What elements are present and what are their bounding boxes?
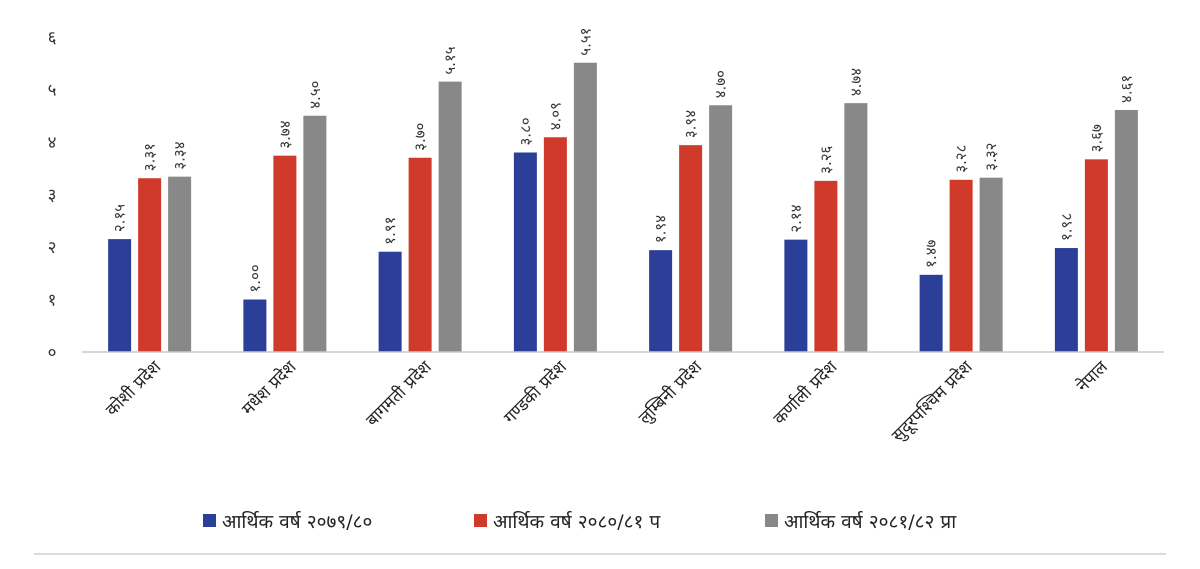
data-label: ३.३१: [141, 143, 159, 171]
data-label: २.१४: [787, 204, 805, 232]
legend: आर्थिक वर्ष २०७९/८० आर्थिक वर्ष २०८०/८१ प…: [203, 510, 957, 533]
legend-swatch: [203, 514, 216, 527]
data-label: ३.३४: [171, 141, 189, 169]
data-label: ४.७०: [712, 70, 730, 98]
bar: [273, 155, 297, 352]
bar: [168, 176, 192, 352]
data-label: ३.७४: [276, 120, 294, 148]
data-label: ४.६१: [1117, 75, 1135, 103]
data-label: १.९८: [1057, 213, 1075, 241]
bar: [1054, 248, 1078, 352]
category-label: सुदूरपश्चिम प्रदेश: [887, 356, 977, 446]
category-label: कोशी प्रदेश: [101, 356, 165, 420]
bar: [438, 81, 462, 352]
category-label: बागमती प्रदेश: [362, 356, 436, 430]
y-tick-label: ६: [48, 28, 57, 48]
legend-swatch: [765, 514, 778, 527]
y-tick-label: २: [48, 238, 57, 258]
data-label: ४.७४: [847, 68, 865, 96]
legend-label: आर्थिक वर्ष २०८०/८१ प: [493, 510, 661, 533]
bar: [303, 115, 327, 352]
bar: [949, 179, 973, 352]
legend-swatch: [474, 514, 487, 527]
data-label: ३.९४: [682, 110, 700, 138]
bar: [814, 180, 838, 352]
bar: [243, 299, 267, 352]
bars: [108, 62, 1138, 353]
data-label: ५.५१: [576, 28, 594, 56]
bar: [543, 137, 567, 352]
bar: [408, 157, 432, 352]
category-label: कर्णाली प्रदेश: [769, 356, 842, 429]
legend-label: आर्थिक वर्ष २०८१/८२ प्रा: [784, 510, 957, 533]
bar: [1114, 109, 1138, 352]
bar: [679, 145, 703, 352]
y-tick-label: १: [48, 291, 57, 311]
data-label: ३.२६: [817, 145, 835, 173]
data-label: १.४७: [922, 239, 940, 267]
data-labels: २.१५ ३.३१ ३.३४ १.०० ३.७४ ४.५० १.९१ ३.७० ५.१५ ३.८०…: [111, 28, 1136, 293]
bar: [979, 177, 1003, 352]
category-label: मधेश प्रदेश: [238, 356, 301, 419]
bar: [709, 105, 733, 352]
bar: [919, 274, 943, 352]
data-label: ४.५०: [306, 81, 324, 109]
category-label: गण्डकी प्रदेश: [500, 356, 572, 428]
category-labels: कोशी प्रदेश मधेश प्रदेश बागमती प्रदेश गण्डक…: [101, 356, 1112, 446]
legend-label: आर्थिक वर्ष २०७९/८०: [222, 510, 372, 533]
bar: [108, 239, 132, 352]
y-axis-ticks: ० १ २ ३ ४ ५ ६: [48, 28, 57, 363]
bar: [513, 152, 537, 352]
data-label: १.९१: [381, 217, 399, 245]
category-label: नेपाल: [1072, 356, 1112, 396]
data-label: ३.८०: [516, 117, 534, 145]
data-label: १.९४: [652, 215, 670, 243]
category-label: लुम्बिनी प्रदेश: [634, 356, 706, 428]
bar: [138, 178, 162, 352]
y-tick-label: ३: [48, 186, 57, 206]
data-label: ३.६७: [1087, 124, 1105, 152]
data-label: ४.०९: [546, 102, 564, 130]
y-tick-label: ०: [48, 343, 57, 363]
data-label: ३.२८: [952, 145, 970, 173]
y-tick-label: ४: [48, 133, 57, 153]
bar: [844, 103, 868, 353]
bar: [649, 250, 673, 352]
y-tick-label: ५: [48, 81, 57, 101]
data-label: ५.१५: [441, 46, 459, 74]
bar: [784, 239, 808, 352]
data-label: ३.३२: [982, 143, 1000, 171]
bar: [1084, 159, 1108, 352]
bar: [573, 62, 597, 352]
data-label: ३.७०: [411, 123, 429, 151]
bar: [378, 251, 402, 352]
data-label: २.१५: [111, 204, 129, 232]
data-label: १.००: [246, 264, 264, 292]
